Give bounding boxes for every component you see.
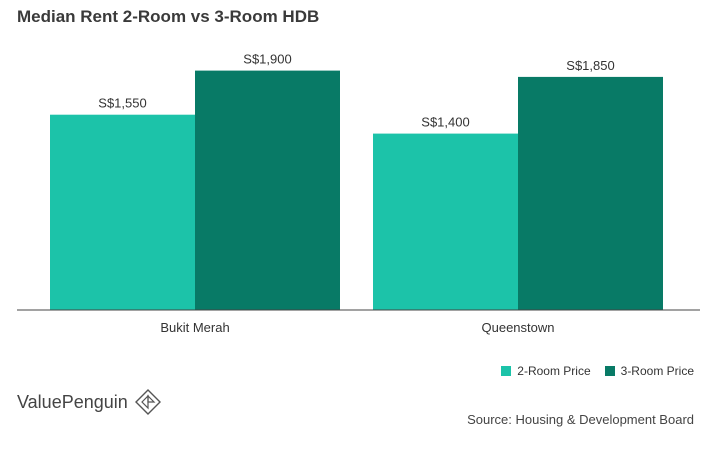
bar-chart: S$1,550 S$1,900 Bukit Merah S$1,400 S$1,850 Q… bbox=[17, 52, 700, 335]
legend-label-2-room: 2-Room Price bbox=[517, 364, 591, 378]
bar-queenstown-3-room bbox=[518, 76, 663, 311]
brand-name: ValuePenguin bbox=[17, 391, 128, 412]
legend-swatch-3-room bbox=[604, 366, 615, 376]
data-label: S$1,850 bbox=[566, 58, 614, 73]
legend-item-2-room: 2-Room Price bbox=[501, 364, 591, 378]
legend-item-3-room: 3-Room Price bbox=[604, 364, 694, 378]
legend: 2-Room Price 3-Room Price bbox=[501, 364, 694, 378]
legend-swatch-2-room bbox=[501, 366, 512, 376]
brand-logo: ValuePenguin bbox=[17, 388, 162, 416]
category-label: Bukit Merah bbox=[160, 320, 229, 335]
bar-bukit-merah-3-room bbox=[195, 70, 340, 310]
source-note: Source: Housing & Development Board bbox=[467, 412, 694, 427]
category-label: Queenstown bbox=[482, 320, 555, 335]
data-label: S$1,550 bbox=[98, 96, 146, 111]
data-label: S$1,900 bbox=[243, 52, 291, 67]
legend-label-3-room: 3-Room Price bbox=[620, 364, 694, 378]
bar-queenstown-2-room bbox=[373, 133, 518, 310]
bar-bukit-merah-2-room bbox=[50, 114, 195, 310]
penguin-logo-icon bbox=[134, 389, 161, 415]
chart-title: Median Rent 2-Room vs 3-Room HDB bbox=[17, 7, 320, 26]
data-label: S$1,400 bbox=[421, 115, 469, 130]
